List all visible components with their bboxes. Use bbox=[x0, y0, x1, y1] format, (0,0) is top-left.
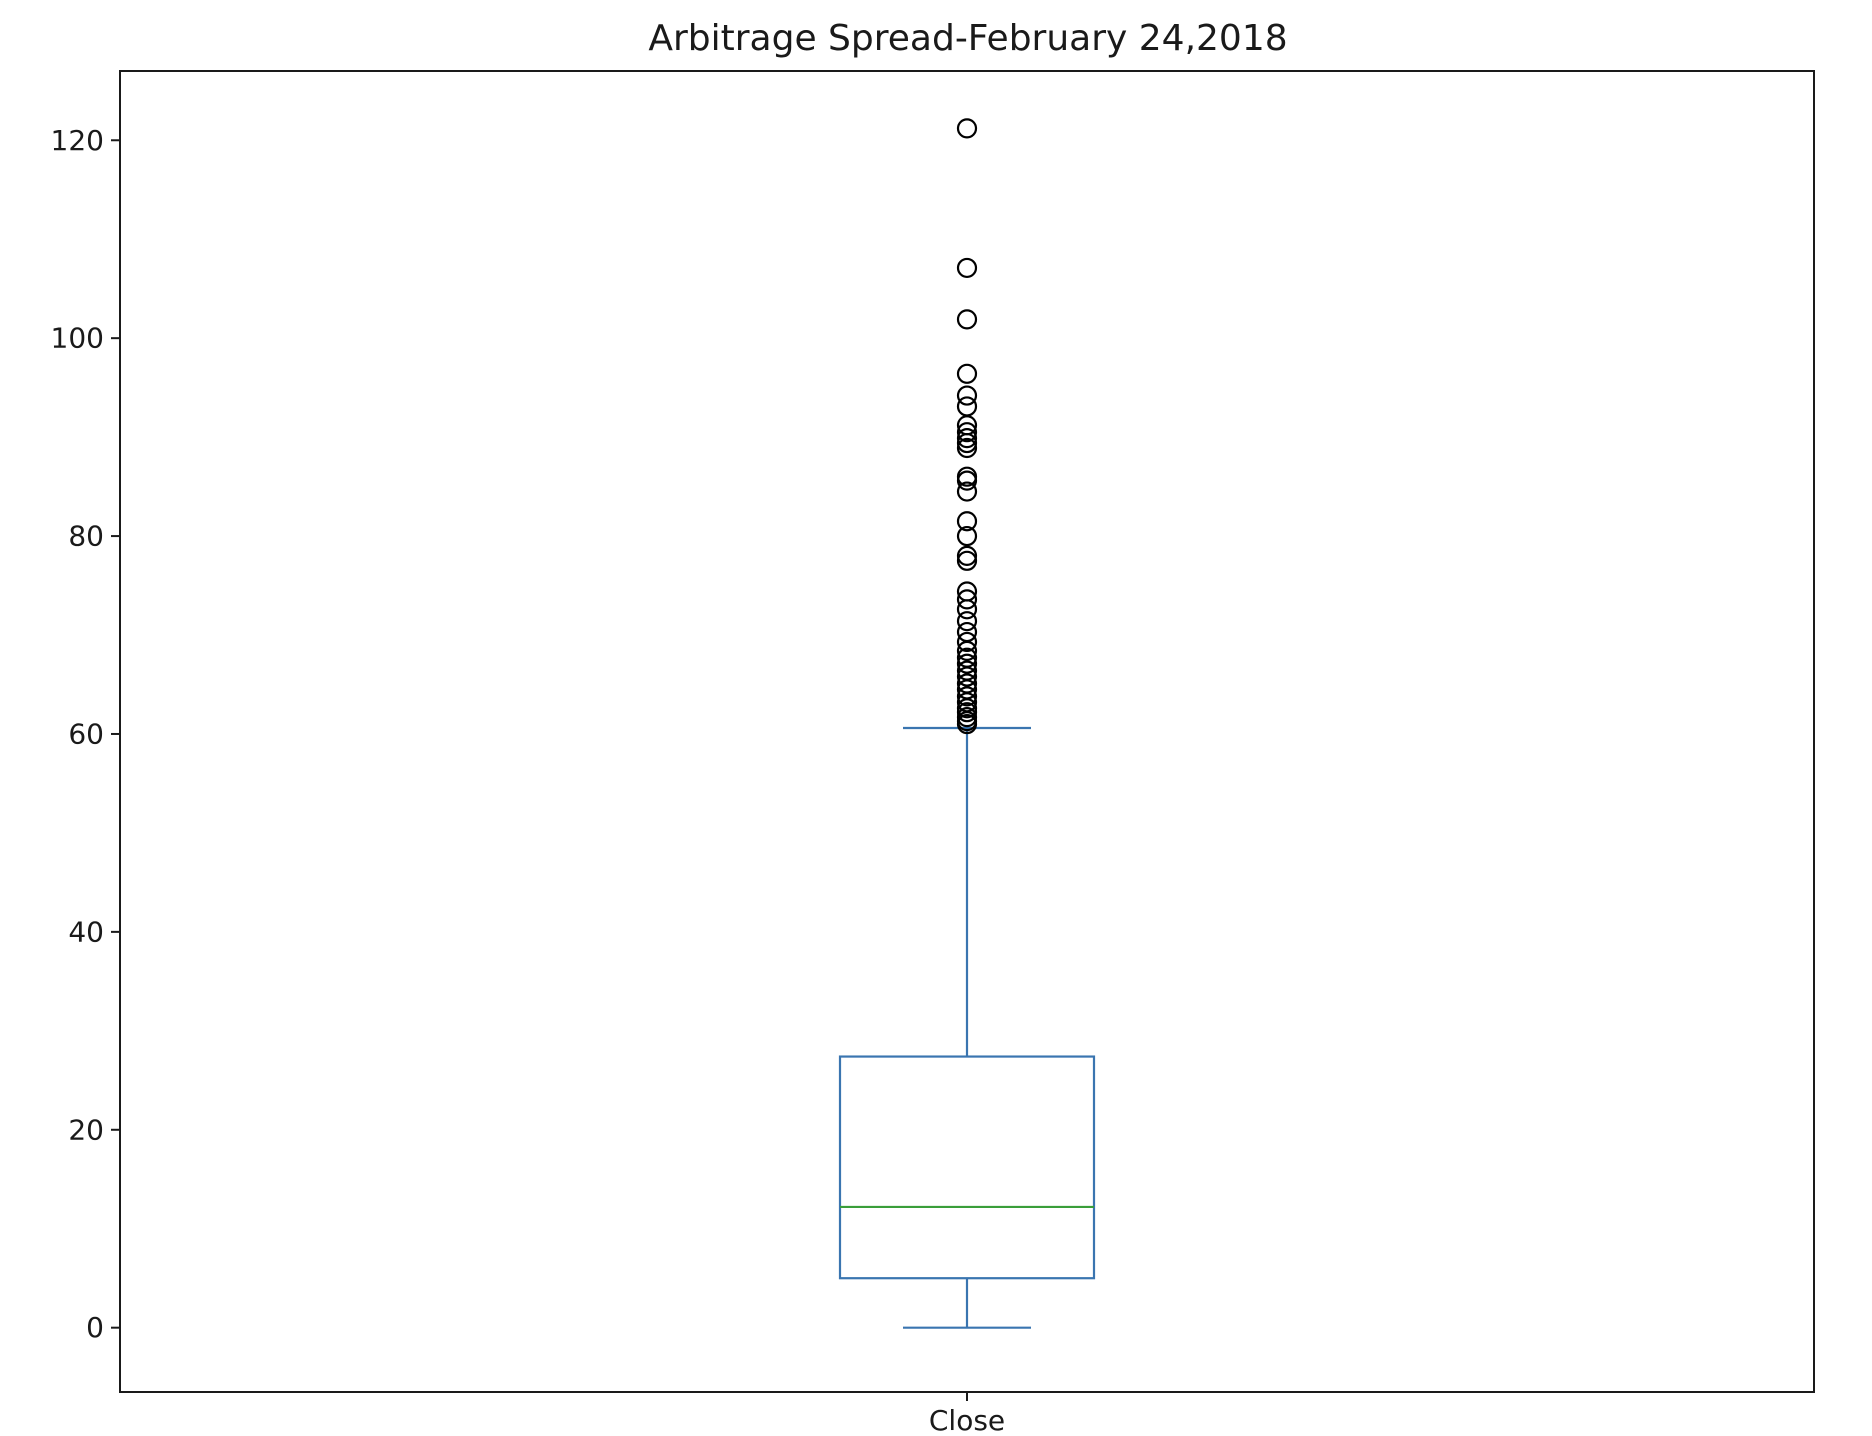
y-tick-label: 100 bbox=[51, 322, 104, 355]
outlier-point bbox=[956, 470, 978, 491]
outlier-point bbox=[956, 466, 978, 487]
outlier-point bbox=[956, 707, 978, 728]
outlier-point bbox=[956, 673, 978, 694]
outlier-point bbox=[956, 511, 978, 532]
outlier-point bbox=[956, 257, 978, 279]
outlier-point bbox=[956, 550, 978, 571]
outlier-point bbox=[956, 481, 978, 502]
y-axis: 0 20 40 60 80 100 120 bbox=[51, 124, 120, 1344]
y-tick-label: 40 bbox=[68, 915, 104, 948]
chart-title: Arbitrage Spread-February 24,2018 bbox=[648, 18, 1287, 59]
outlier-point bbox=[956, 647, 978, 668]
interquartile-box bbox=[838, 1055, 1096, 1280]
y-tick-label: 0 bbox=[86, 1311, 104, 1344]
outlier-point bbox=[956, 589, 978, 610]
outlier-point bbox=[956, 525, 978, 547]
outlier-point bbox=[956, 437, 978, 459]
outlier-point bbox=[956, 396, 978, 417]
outlier-point bbox=[956, 385, 978, 406]
outlier-point bbox=[956, 631, 978, 653]
outlier-point bbox=[956, 653, 978, 674]
outlier-point bbox=[956, 660, 978, 681]
y-tick-label: 80 bbox=[68, 520, 104, 553]
box-plot bbox=[838, 726, 1096, 1329]
outlier-point bbox=[956, 545, 978, 566]
outlier-point bbox=[956, 621, 978, 643]
outlier-points bbox=[956, 118, 978, 735]
outlier-point bbox=[956, 309, 978, 330]
outlier-point bbox=[956, 118, 978, 139]
outlier-point bbox=[956, 686, 978, 707]
x-tick-label: Close bbox=[929, 1404, 1005, 1436]
outlier-point bbox=[956, 581, 978, 602]
outlier-point bbox=[956, 363, 978, 384]
y-tick-label: 120 bbox=[51, 124, 104, 157]
outlier-point bbox=[956, 428, 978, 449]
y-tick-label: 60 bbox=[68, 717, 104, 750]
outlier-point bbox=[956, 422, 978, 443]
outlier-point bbox=[956, 611, 978, 632]
y-tick-label: 20 bbox=[68, 1113, 104, 1146]
x-axis: Close bbox=[929, 1392, 1005, 1436]
